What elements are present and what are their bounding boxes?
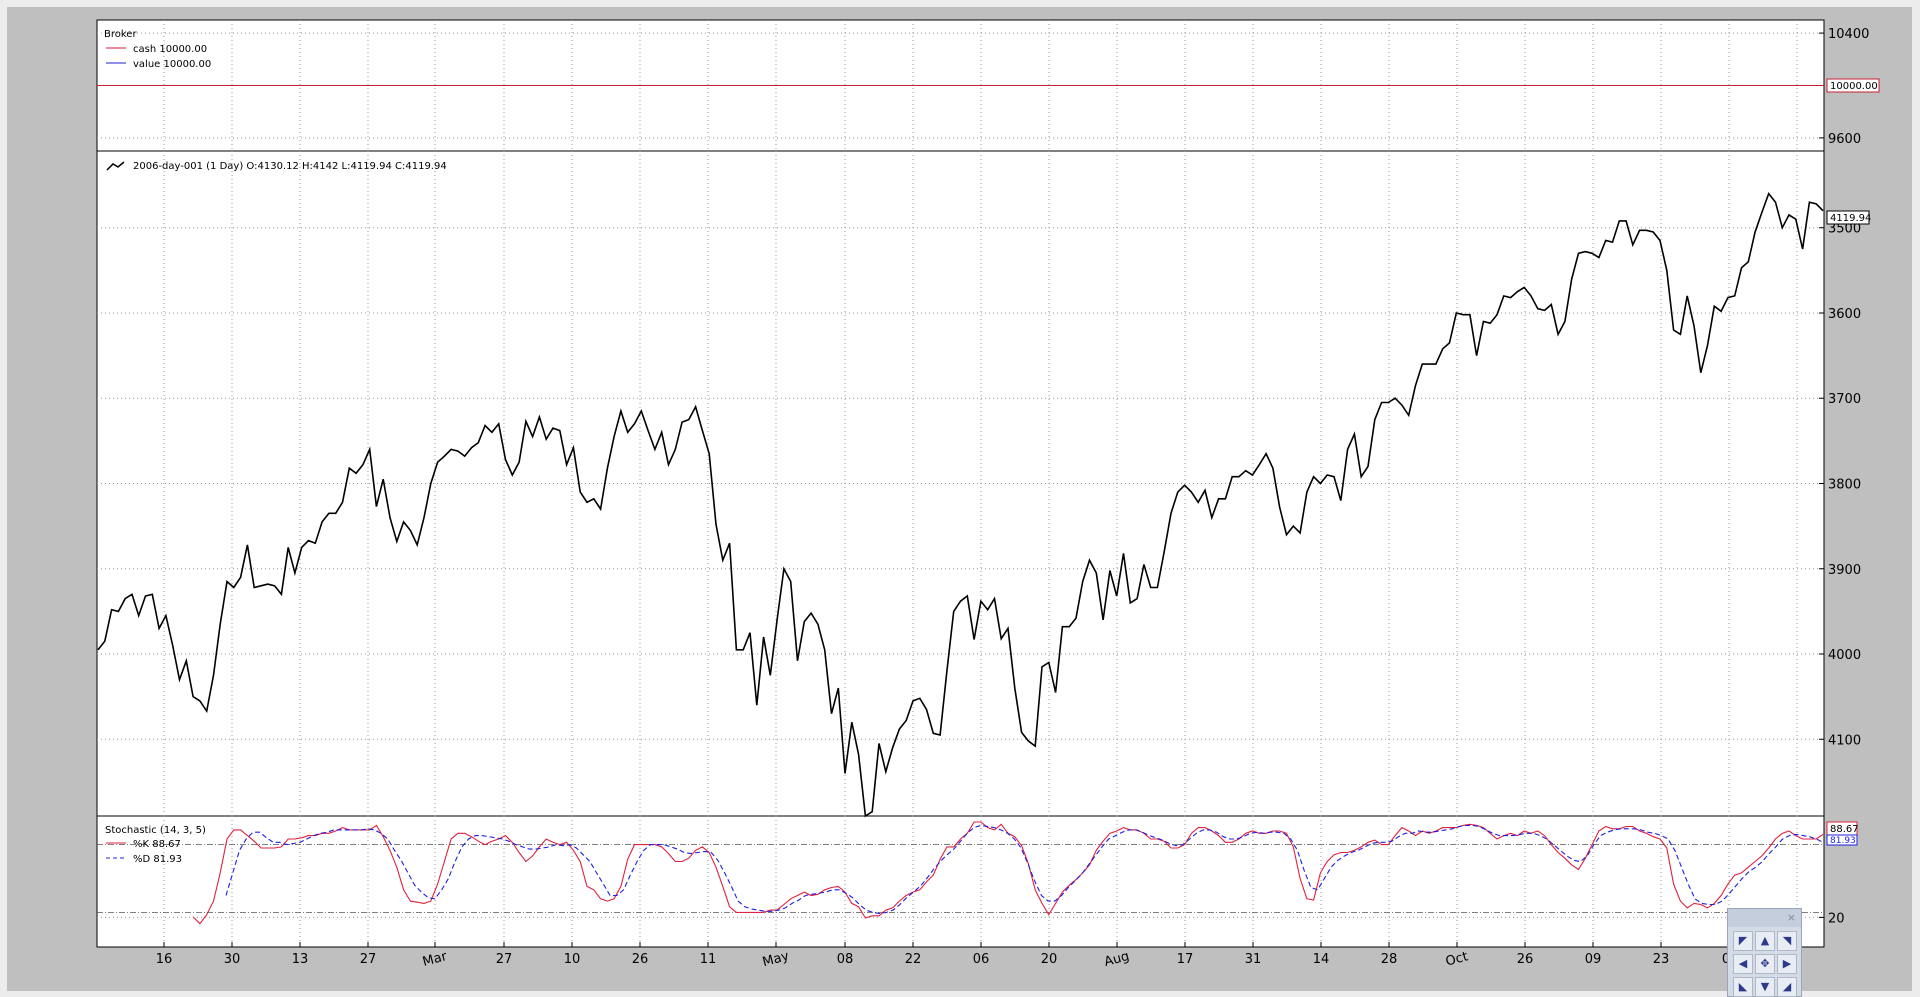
x-tick-label: 17	[1177, 952, 1194, 967]
pan-down-right-button[interactable]: ◢	[1777, 977, 1797, 997]
x-tick-label: 20	[1041, 952, 1058, 967]
x-tick-label: 16	[156, 952, 173, 967]
price-last-value-box	[1826, 210, 1870, 225]
price-panel	[96, 150, 1825, 817]
pan-down-left-button[interactable]: ◣	[1733, 977, 1753, 997]
price-y-tick-label: 4000	[1828, 648, 1861, 663]
x-tick-label: 26	[632, 952, 649, 967]
horizontal-gridlines	[97, 32, 1824, 918]
price-y-tick-label: 3600	[1828, 307, 1861, 322]
x-tick-label: Oct	[1444, 949, 1470, 969]
broker-y-tick-label: 9600	[1828, 132, 1861, 147]
x-tick-label: 28	[1381, 952, 1398, 967]
stochastic-y-tick-label: 20	[1828, 911, 1845, 926]
cash-legend-label: cash 10000.00	[133, 44, 207, 55]
arrow-left-icon: ◀	[1738, 957, 1748, 970]
x-tick-label: 31	[1245, 952, 1262, 967]
broker-last-value-box	[1826, 78, 1880, 93]
arrow-down-right-icon: ◢	[1782, 980, 1792, 993]
x-tick-label: 22	[905, 952, 922, 967]
price-y-tick-label: 3900	[1828, 563, 1861, 578]
arrow-up-right-icon: ◥	[1782, 934, 1792, 947]
toolbar-title-bar[interactable]: ×	[1728, 909, 1801, 927]
price-last-value-tag: 4119.94	[1830, 213, 1871, 224]
price-series	[97, 191, 1824, 818]
percent-d-legend-label: %D 81.93	[133, 854, 182, 865]
pan-center-button[interactable]: ✥	[1755, 954, 1775, 974]
pan-zoom-toolbar[interactable]: × ◤ ▲ ◥ ◀ ✥ ▶ ◣ ▼ ◢	[1727, 908, 1802, 997]
broker-y-axis: 10400 9600	[1819, 27, 1869, 147]
x-tick-label: 11	[700, 952, 717, 967]
stochastic-y-axis: 20	[1819, 911, 1845, 926]
price-y-tick-label: 3800	[1828, 478, 1861, 493]
arrow-up-left-icon: ◤	[1738, 934, 1748, 947]
pan-up-left-button[interactable]: ◤	[1733, 931, 1753, 951]
stochastic-series	[192, 821, 1824, 925]
x-tick-label: Aug	[1103, 949, 1131, 970]
percent-k-legend-label: %K 88.67	[133, 839, 181, 850]
x-tick-label: 08	[837, 952, 854, 967]
percent-d-tag: 81.93	[1830, 836, 1856, 846]
pan-up-button[interactable]: ▲	[1755, 931, 1775, 951]
x-tick-label: 26	[1517, 952, 1534, 967]
percent-d-line	[225, 824, 1824, 915]
x-tick-label: May	[761, 949, 791, 971]
x-tick-label: 30	[224, 952, 241, 967]
price-line	[97, 191, 1824, 818]
pan-up-right-button[interactable]: ◥	[1777, 931, 1797, 951]
x-tick-label: 23	[1653, 952, 1670, 967]
pan-down-button[interactable]: ▼	[1755, 977, 1775, 997]
x-tick-label: 13	[292, 952, 309, 967]
x-tick-label: 09	[1585, 952, 1602, 967]
close-icon[interactable]: ×	[1786, 911, 1796, 924]
x-tick-label: Mar	[421, 949, 449, 970]
x-tick-label: 27	[360, 952, 377, 967]
arrow-up-icon: ▲	[1760, 934, 1770, 947]
x-tick-label: 14	[1313, 952, 1330, 967]
price-y-tick-label: 4100	[1828, 733, 1861, 748]
x-tick-label: 0	[1722, 952, 1730, 967]
x-tick-label: 27	[496, 952, 513, 967]
value-legend-label: value 10000.00	[133, 59, 211, 70]
arrow-down-left-icon: ◣	[1738, 980, 1748, 993]
pan-right-button[interactable]: ▶	[1777, 954, 1797, 974]
broker-y-tick-label: 10400	[1828, 27, 1869, 42]
move-icon: ✥	[1760, 957, 1770, 970]
arrow-down-icon: ▼	[1760, 980, 1770, 993]
pan-left-button[interactable]: ◀	[1733, 954, 1753, 974]
percent-d-tag-box	[1826, 834, 1858, 846]
x-axis: 16 30 13 27 Mar 27 10 26 11 May 08 22 06 20 Aug 17 31 14 2…	[156, 942, 1803, 970]
broker-title: Broker	[104, 29, 137, 40]
percent-k-tag: 88.67	[1830, 824, 1859, 835]
x-tick-label: 06	[973, 952, 990, 967]
stochastic-panel	[96, 815, 1825, 948]
price-legend-label: 2006-day-001 (1 Day) O:4130.12 H:4142 L:…	[133, 161, 447, 172]
price-y-tick-label: 3500	[1828, 222, 1861, 237]
price-y-axis: 4100 4000 3900 3800 3700 3600 3500	[1819, 222, 1861, 748]
stochastic-title: Stochastic (14, 3, 5)	[105, 825, 206, 836]
x-tick-label: 10	[564, 952, 581, 967]
arrow-right-icon: ▶	[1782, 957, 1792, 970]
price-y-tick-label: 3700	[1828, 392, 1861, 407]
broker-last-value-tag: 10000.00	[1830, 81, 1878, 92]
price-legend-swatch	[106, 161, 125, 171]
